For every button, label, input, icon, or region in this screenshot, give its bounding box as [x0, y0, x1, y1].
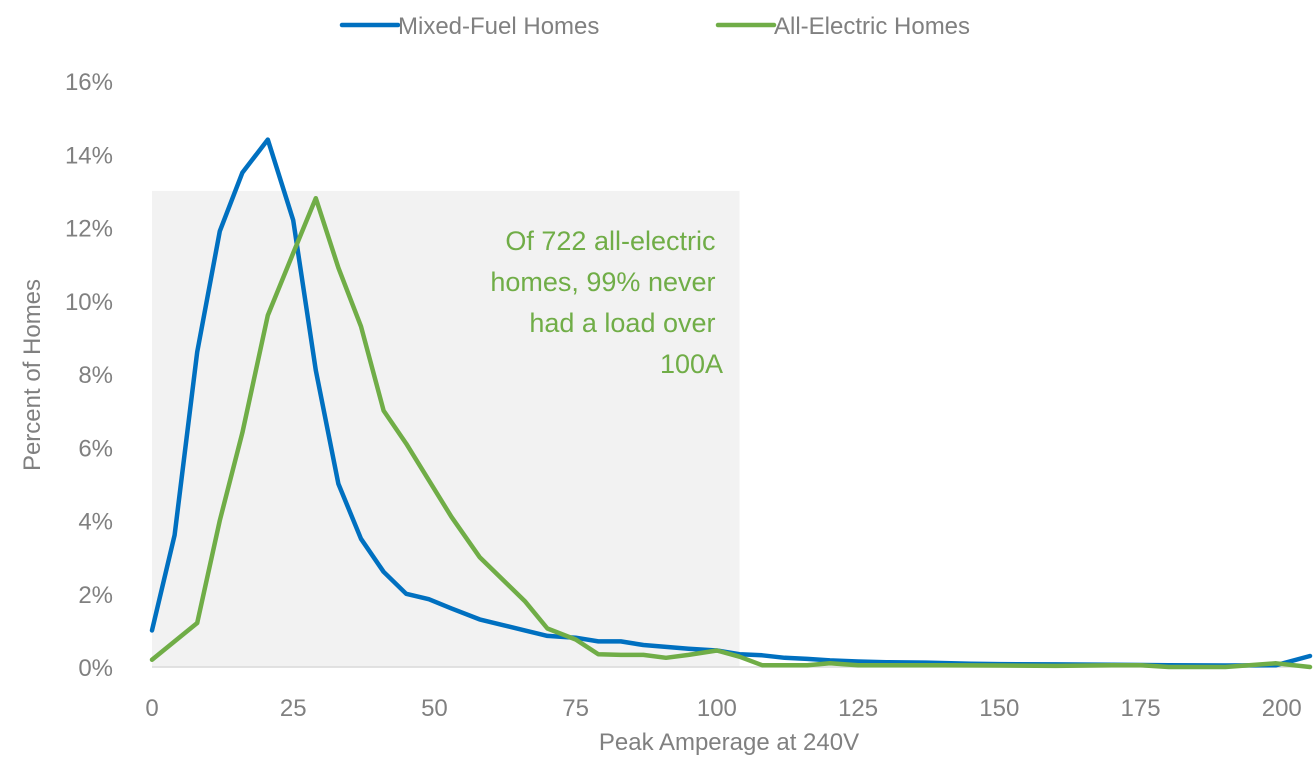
annotation-line-4: 100A	[660, 349, 723, 379]
x-tick-label: 150	[979, 695, 1019, 722]
x-tick-label: 50	[421, 695, 448, 722]
x-tick-label: 0	[145, 695, 158, 722]
series-lines	[149, 137, 1313, 670]
annotation-line-2: homes, 99% never	[490, 267, 715, 297]
y-tick-labels: 0% 2% 4% 6% 8% 10% 12% 14% 16%	[65, 69, 113, 682]
annotation-line-1: Of 722 all-electric	[505, 226, 715, 256]
x-tick-label: 200	[1262, 695, 1302, 722]
y-axis-title: Percent of Homes	[19, 279, 46, 471]
x-tick-label: 75	[562, 695, 589, 722]
y-tick-label: 10%	[65, 289, 113, 316]
x-tick-label: 25	[280, 695, 307, 722]
annotation: Of 722 all-electric homes, 99% never had…	[490, 226, 723, 379]
x-tick-labels: 0 25 50 75 100 125 150 175 200	[145, 695, 1301, 722]
legend: Mixed-Fuel Homes All-Electric Homes	[339, 13, 970, 40]
x-tick-label: 125	[838, 695, 878, 722]
legend-label: All-Electric Homes	[774, 13, 970, 40]
x-tick-label: 100	[697, 695, 737, 722]
x-axis-title: Peak Amperage at 240V	[599, 729, 859, 756]
y-tick-label: 6%	[78, 435, 113, 462]
y-tick-label: 16%	[65, 69, 113, 96]
y-tick-label: 14%	[65, 142, 113, 169]
series-line-all-electric	[149, 195, 1313, 670]
highlight-region	[152, 190, 740, 667]
y-tick-label: 12%	[65, 216, 113, 243]
x-tick-label: 175	[1121, 695, 1161, 722]
y-tick-label: 8%	[78, 362, 113, 389]
y-tick-label: 2%	[78, 582, 113, 609]
annotation-line-3: had a load over	[529, 308, 715, 338]
y-tick-label: 0%	[78, 655, 113, 682]
legend-label: Mixed-Fuel Homes	[398, 13, 599, 40]
y-tick-label: 4%	[78, 509, 113, 536]
